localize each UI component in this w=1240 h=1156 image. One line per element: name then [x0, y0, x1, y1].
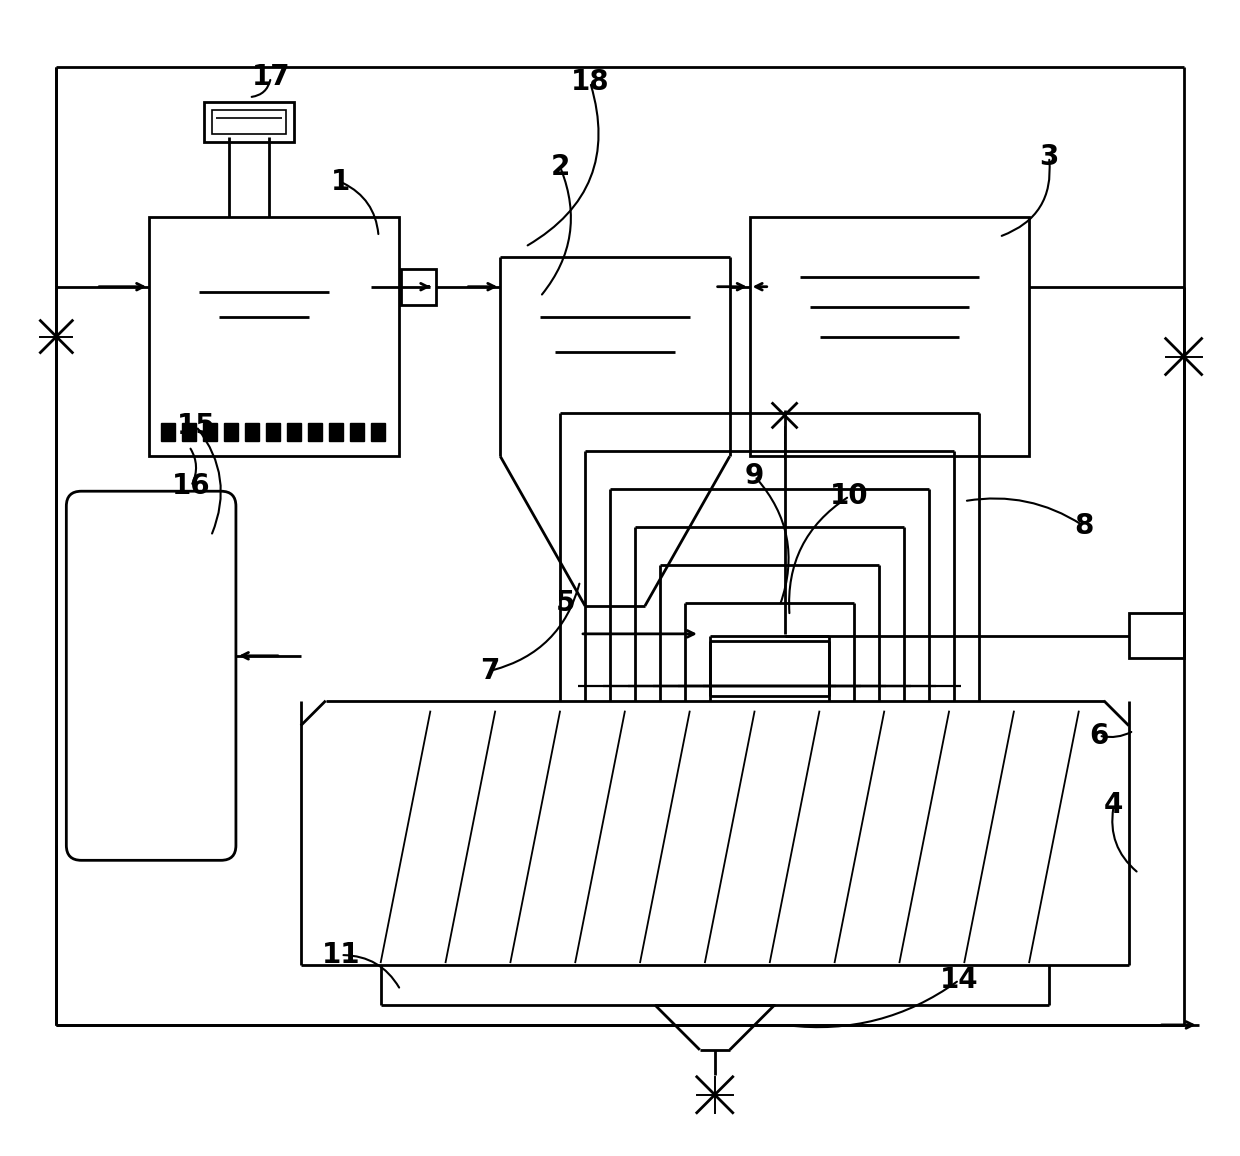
Text: 6: 6 [1089, 721, 1109, 749]
Bar [286, 423, 301, 442]
Bar [212, 110, 285, 134]
Bar [329, 423, 342, 442]
Bar [350, 423, 363, 442]
Text: 14: 14 [940, 966, 978, 994]
Text: 18: 18 [570, 68, 609, 96]
Text: 3: 3 [1039, 143, 1059, 171]
Bar [1128, 613, 1184, 658]
Bar [750, 217, 1029, 457]
Bar [149, 217, 398, 457]
Text: 16: 16 [171, 472, 211, 501]
Text: 5: 5 [556, 588, 575, 617]
Text: 11: 11 [321, 941, 360, 969]
Bar [308, 423, 321, 442]
Bar [182, 423, 196, 442]
Text: 15: 15 [176, 413, 216, 440]
Bar [265, 423, 280, 442]
Text: 10: 10 [830, 482, 869, 510]
Text: 8: 8 [1074, 512, 1094, 540]
Text: 1: 1 [331, 168, 350, 197]
Bar [205, 102, 294, 142]
Text: 7: 7 [481, 657, 500, 684]
Text: 17: 17 [252, 64, 290, 91]
Bar [401, 268, 436, 305]
Bar [161, 423, 175, 442]
Bar [203, 423, 217, 442]
Text: 9: 9 [745, 462, 764, 490]
Bar [246, 423, 259, 442]
Text: 2: 2 [551, 153, 570, 181]
Bar [371, 423, 384, 442]
Text: 4: 4 [1104, 792, 1123, 820]
Bar [224, 423, 238, 442]
